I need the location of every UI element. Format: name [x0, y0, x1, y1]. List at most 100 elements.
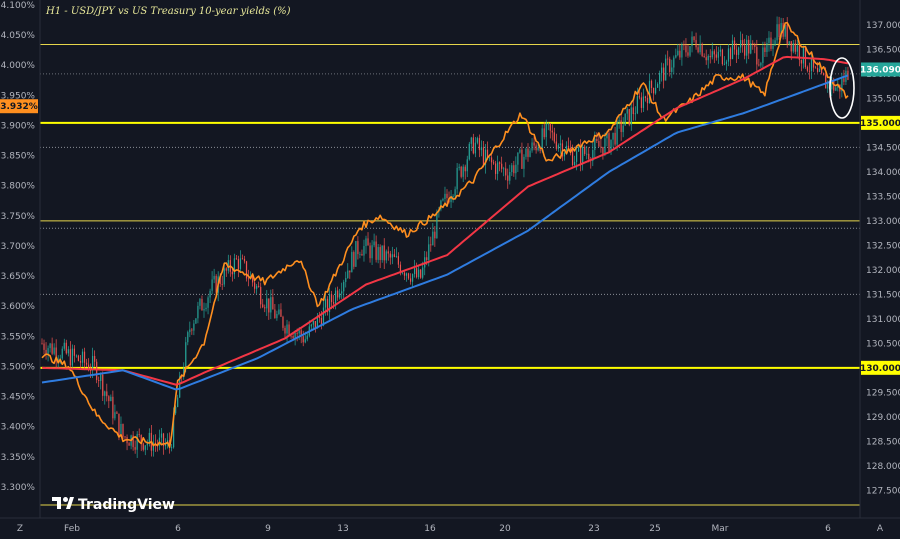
svg-text:3.932%: 3.932%: [0, 102, 38, 112]
candle: [106, 383, 108, 402]
candle: [326, 296, 329, 316]
candle: [505, 162, 507, 181]
candle: [395, 247, 397, 258]
current-yield-badge: 3.932%: [0, 99, 38, 114]
candle: [750, 35, 752, 55]
candle: [254, 280, 256, 294]
right-tick-label: 127.500: [866, 486, 900, 496]
candle: [744, 38, 746, 60]
candle: [442, 197, 444, 202]
candle: [484, 144, 487, 174]
candle: [201, 295, 203, 311]
left-tick-label: 4.100%: [1, 1, 36, 11]
series-line-1: [41, 21, 849, 449]
candle: [377, 244, 379, 264]
candle: [266, 289, 268, 317]
candle: [800, 59, 802, 72]
candle: [110, 394, 112, 402]
candle: [81, 348, 84, 367]
candle: [503, 166, 505, 177]
candle: [727, 43, 730, 67]
x-tick-label: 6: [175, 524, 181, 534]
candle: [142, 442, 144, 452]
candle: [733, 37, 736, 55]
left-tick-label: 3.950%: [1, 91, 36, 101]
right-tick-label: 132.500: [866, 241, 900, 251]
candle: [685, 38, 687, 57]
candle: [768, 31, 770, 52]
candle: [652, 87, 655, 101]
candle: [687, 44, 689, 58]
candle: [373, 233, 375, 248]
candle: [92, 347, 94, 379]
zoom-corner-button[interactable]: Z: [17, 524, 23, 534]
candle: [549, 122, 551, 139]
candle: [675, 48, 677, 59]
candle: [654, 79, 657, 95]
candle: [197, 301, 199, 324]
candle: [112, 390, 114, 425]
right-tick-label: 134.000: [866, 168, 900, 178]
candle: [462, 164, 464, 183]
candle: [695, 32, 697, 50]
candle: [602, 146, 604, 160]
candle: [369, 242, 371, 263]
left-tick-label: 3.750%: [1, 212, 36, 222]
series-line-2: [41, 55, 849, 386]
candle: [547, 122, 549, 131]
candle: [276, 310, 278, 321]
candle: [671, 59, 673, 79]
candle: [616, 118, 618, 151]
candle: [49, 342, 51, 353]
candle: [187, 330, 189, 346]
candle: [472, 133, 474, 155]
candle: [347, 263, 349, 279]
highlight-ellipse: [829, 57, 855, 119]
candle: [725, 59, 728, 71]
candle: [729, 46, 732, 67]
candle: [407, 272, 410, 280]
tradingview-logo-icon: [52, 497, 74, 509]
candle: [488, 157, 491, 162]
right-tick-label: 129.000: [866, 413, 900, 423]
candle: [527, 143, 529, 162]
candle: [343, 279, 345, 300]
candle: [138, 428, 140, 438]
candle: [515, 156, 517, 180]
candle: [209, 288, 211, 303]
left-tick-label: 3.600%: [1, 302, 36, 312]
right-tick-label: 128.000: [866, 462, 900, 472]
candle: [567, 137, 570, 149]
candle: [367, 232, 369, 246]
right-tick-label: 133.500: [866, 192, 900, 202]
candle: [175, 405, 177, 416]
candle: [339, 288, 341, 300]
x-tick-label: 20: [499, 524, 511, 534]
right-tick-label: 135.500: [866, 94, 900, 104]
candle: [681, 42, 683, 66]
candle: [731, 34, 734, 60]
left-tick-label: 3.650%: [1, 272, 36, 282]
candle: [551, 124, 553, 141]
candle: [450, 189, 452, 209]
candle: [330, 290, 333, 310]
auto-scale-button[interactable]: A: [877, 524, 884, 534]
candle: [490, 154, 493, 170]
candle: [312, 320, 314, 329]
candle: [632, 99, 634, 121]
tradingview-wordmark: TradingView: [78, 497, 175, 513]
candle: [193, 319, 195, 336]
candle: [243, 255, 246, 264]
candle: [709, 49, 711, 64]
candle: [553, 127, 555, 144]
candle: [185, 336, 187, 373]
candle: [774, 37, 776, 47]
chart-title: H1 - USD/JPY vs US Treasury 10-year yiel…: [45, 6, 291, 17]
candle: [383, 238, 385, 269]
candle: [436, 209, 438, 239]
candle: [393, 248, 395, 258]
candle: [278, 304, 280, 316]
x-axis-ticks: Feb 6 9 13 16 20 23 25 Mar 6: [64, 524, 831, 534]
candle: [760, 61, 762, 68]
candle: [699, 35, 701, 55]
